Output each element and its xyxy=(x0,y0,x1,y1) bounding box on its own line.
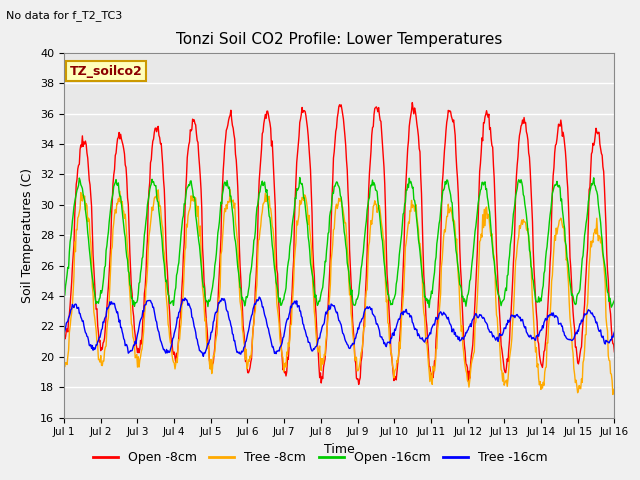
Tree -16cm xyxy=(60,331,68,336)
Open -8cm xyxy=(407,112,415,118)
Tree -16cm xyxy=(212,310,220,315)
Open -16cm xyxy=(423,296,431,301)
Open -8cm xyxy=(60,331,68,336)
Text: TZ_soilco2: TZ_soilco2 xyxy=(70,65,142,78)
Open -16cm xyxy=(70,204,78,210)
Tree -8cm xyxy=(182,221,190,227)
Tree -8cm xyxy=(609,392,617,397)
Tree -16cm xyxy=(424,336,431,342)
Line: Tree -8cm: Tree -8cm xyxy=(64,190,614,395)
Open -16cm xyxy=(182,187,190,193)
Tree -16cm xyxy=(127,348,134,353)
Open -16cm xyxy=(426,305,433,311)
Title: Tonzi Soil CO2 Profile: Lower Temperatures: Tonzi Soil CO2 Profile: Lower Temperatur… xyxy=(176,33,502,48)
Open -16cm xyxy=(296,175,303,180)
Y-axis label: Soil Temperatures (C): Soil Temperatures (C) xyxy=(22,168,35,303)
Line: Tree -16cm: Tree -16cm xyxy=(64,297,614,356)
X-axis label: Time: Time xyxy=(324,443,355,456)
Open -8cm xyxy=(182,174,190,180)
Tree -8cm xyxy=(611,386,618,392)
Tree -8cm xyxy=(227,187,234,192)
Tree -16cm xyxy=(408,314,415,320)
Open -8cm xyxy=(70,242,78,248)
Tree -16cm xyxy=(70,305,78,311)
Tree -16cm xyxy=(255,294,263,300)
Open -8cm xyxy=(355,382,363,387)
Open -16cm xyxy=(60,294,68,300)
Tree -8cm xyxy=(407,209,415,215)
Tree -8cm xyxy=(70,273,78,279)
Legend: Open -8cm, Tree -8cm, Open -16cm, Tree -16cm: Open -8cm, Tree -8cm, Open -16cm, Tree -… xyxy=(88,446,552,469)
Open -16cm xyxy=(407,179,415,184)
Tree -8cm xyxy=(423,340,431,346)
Open -16cm xyxy=(212,258,220,264)
Open -8cm xyxy=(611,349,618,355)
Text: No data for f_T2_TC3: No data for f_T2_TC3 xyxy=(6,10,123,21)
Tree -16cm xyxy=(200,353,207,359)
Line: Open -16cm: Open -16cm xyxy=(64,178,614,308)
Line: Open -8cm: Open -8cm xyxy=(64,103,614,384)
Open -8cm xyxy=(127,268,134,274)
Tree -16cm xyxy=(611,329,618,335)
Open -16cm xyxy=(611,298,618,303)
Open -8cm xyxy=(212,331,220,337)
Open -16cm xyxy=(127,284,134,289)
Tree -8cm xyxy=(212,339,220,345)
Tree -8cm xyxy=(127,303,134,309)
Tree -16cm xyxy=(182,297,190,302)
Open -8cm xyxy=(408,100,416,106)
Tree -8cm xyxy=(60,363,68,369)
Open -8cm xyxy=(424,338,431,344)
